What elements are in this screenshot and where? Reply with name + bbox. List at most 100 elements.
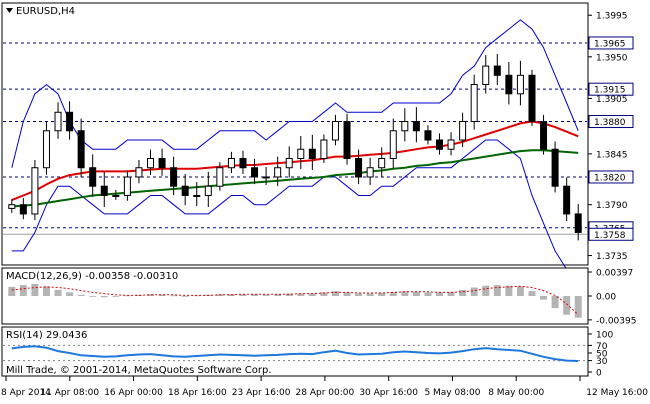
time-axis-label: 16 Apr 00:00 [104,388,163,398]
candle-body [412,121,420,132]
price-scale-label: 1.3790 [596,201,628,211]
macd-bar [239,294,247,296]
time-axis-label: 8 May 00:00 [488,388,544,398]
time-axis-label: 30 Apr 16:00 [359,388,418,398]
macd-bar [505,285,513,296]
macd-bar [158,294,166,296]
candle-body [158,157,166,169]
macd-bar [366,293,374,296]
candle-body [308,148,316,159]
rsi-scale-label: 100 [596,331,613,341]
candle-body [563,185,571,215]
macd-bar [378,292,386,296]
candle-body [77,130,85,169]
candle-body [343,121,351,159]
candle-body [355,157,363,178]
time-axis-label: 28 Apr 00:00 [296,388,355,398]
macd-bar [297,293,305,296]
level-label-box [588,82,634,96]
macd-bar [274,294,282,296]
macd-bar [308,293,316,296]
macd-bar [528,291,536,296]
candle-body [112,194,120,197]
level-label: 1.3915 [594,86,626,96]
macd-pane[interactable]: MACD(12,26,9) -0.00358 -0.00310 0.003970… [1,267,636,326]
macd-bar [77,294,85,296]
macd-bar [262,294,270,296]
price-scale: 1.3995 1.3950 1.3905 1.3845 1.3790 1.3735 1.39… [588,12,634,262]
macd-signal-line [11,285,579,316]
price-candles [8,53,582,241]
candle-body [459,121,467,141]
price-pane[interactable]: EURUSD,H4 1.3995 1.3950 1.3905 1.3845 1.3790… [1,2,634,279]
macd-bar [331,291,339,296]
candle-body [320,139,328,159]
candle-body [262,176,270,179]
candle-body [436,139,443,150]
candle-body [493,65,501,76]
macd-bar [401,291,409,296]
candle-body [54,111,62,132]
time-axis-label: 8 Apr 2014 [1,388,51,398]
candle-body [424,130,432,141]
macd-bar [355,293,363,296]
macd-scale: 0.00397 0.00 -0.00395 [588,268,636,326]
candle-body [551,148,559,187]
macd-bar [493,285,501,296]
rsi-pane[interactable]: RSI(14) 29.0436 Mill Trade, © 2001-2014,… [1,326,613,379]
candle-body [227,157,235,169]
macd-bar [436,292,443,296]
candle-body [528,74,536,123]
price-scale-label: 1.3995 [596,12,628,22]
candle-body [170,167,178,187]
price-pane-frame [1,2,589,266]
level-label: 1.3880 [594,118,626,128]
candle-body [193,194,201,197]
candle-body [19,204,27,215]
macd-bar [516,286,524,296]
rsi-polyline [11,345,579,362]
candle-body [135,167,143,178]
overlay-ma-fast [11,120,579,202]
macd-bar [412,291,420,296]
candle-body [181,185,189,196]
candle-body [285,157,293,169]
rsi-scale-label: 0 [596,369,602,379]
macd-bar [8,286,16,296]
candle-body [89,167,97,187]
macd-pane-frame [1,267,589,325]
macd-scale-label: 0.00 [596,293,616,303]
candle-body [31,167,39,215]
macd-bar [389,291,397,296]
price-level-lines [3,42,587,235]
candle-body [251,167,259,178]
overlay-bollinger-upper [11,19,579,168]
window-menu-arrow-icon[interactable] [6,8,13,13]
rsi-title: RSI(14) 29.0436 [6,330,87,341]
rsi-scale-label: 70 [596,342,608,352]
macd-bar [459,289,467,296]
price-indicator-overlays [11,19,579,279]
macd-bar [470,287,478,296]
rsi-scale-label: 50 [596,350,608,360]
macd-scale-label: -0.00395 [596,316,636,326]
macd-scale-label: 0.00397 [596,268,633,278]
macd-bar [112,296,120,297]
candle-body [297,148,305,159]
level-label-box [588,115,634,129]
time-axis-label: 18 Apr 16:00 [168,388,227,398]
macd-bar [19,285,27,296]
candle-body [204,185,212,196]
macd-bar [251,294,259,296]
candle-body [366,167,374,178]
macd-bar [447,291,455,296]
candle-body [401,121,409,132]
level-label-box [588,36,634,50]
rsi-scale-label: 30 [596,357,608,367]
macd-bar [100,296,108,298]
candle-body [42,130,50,169]
current-price-label: 1.3758 [594,231,626,241]
